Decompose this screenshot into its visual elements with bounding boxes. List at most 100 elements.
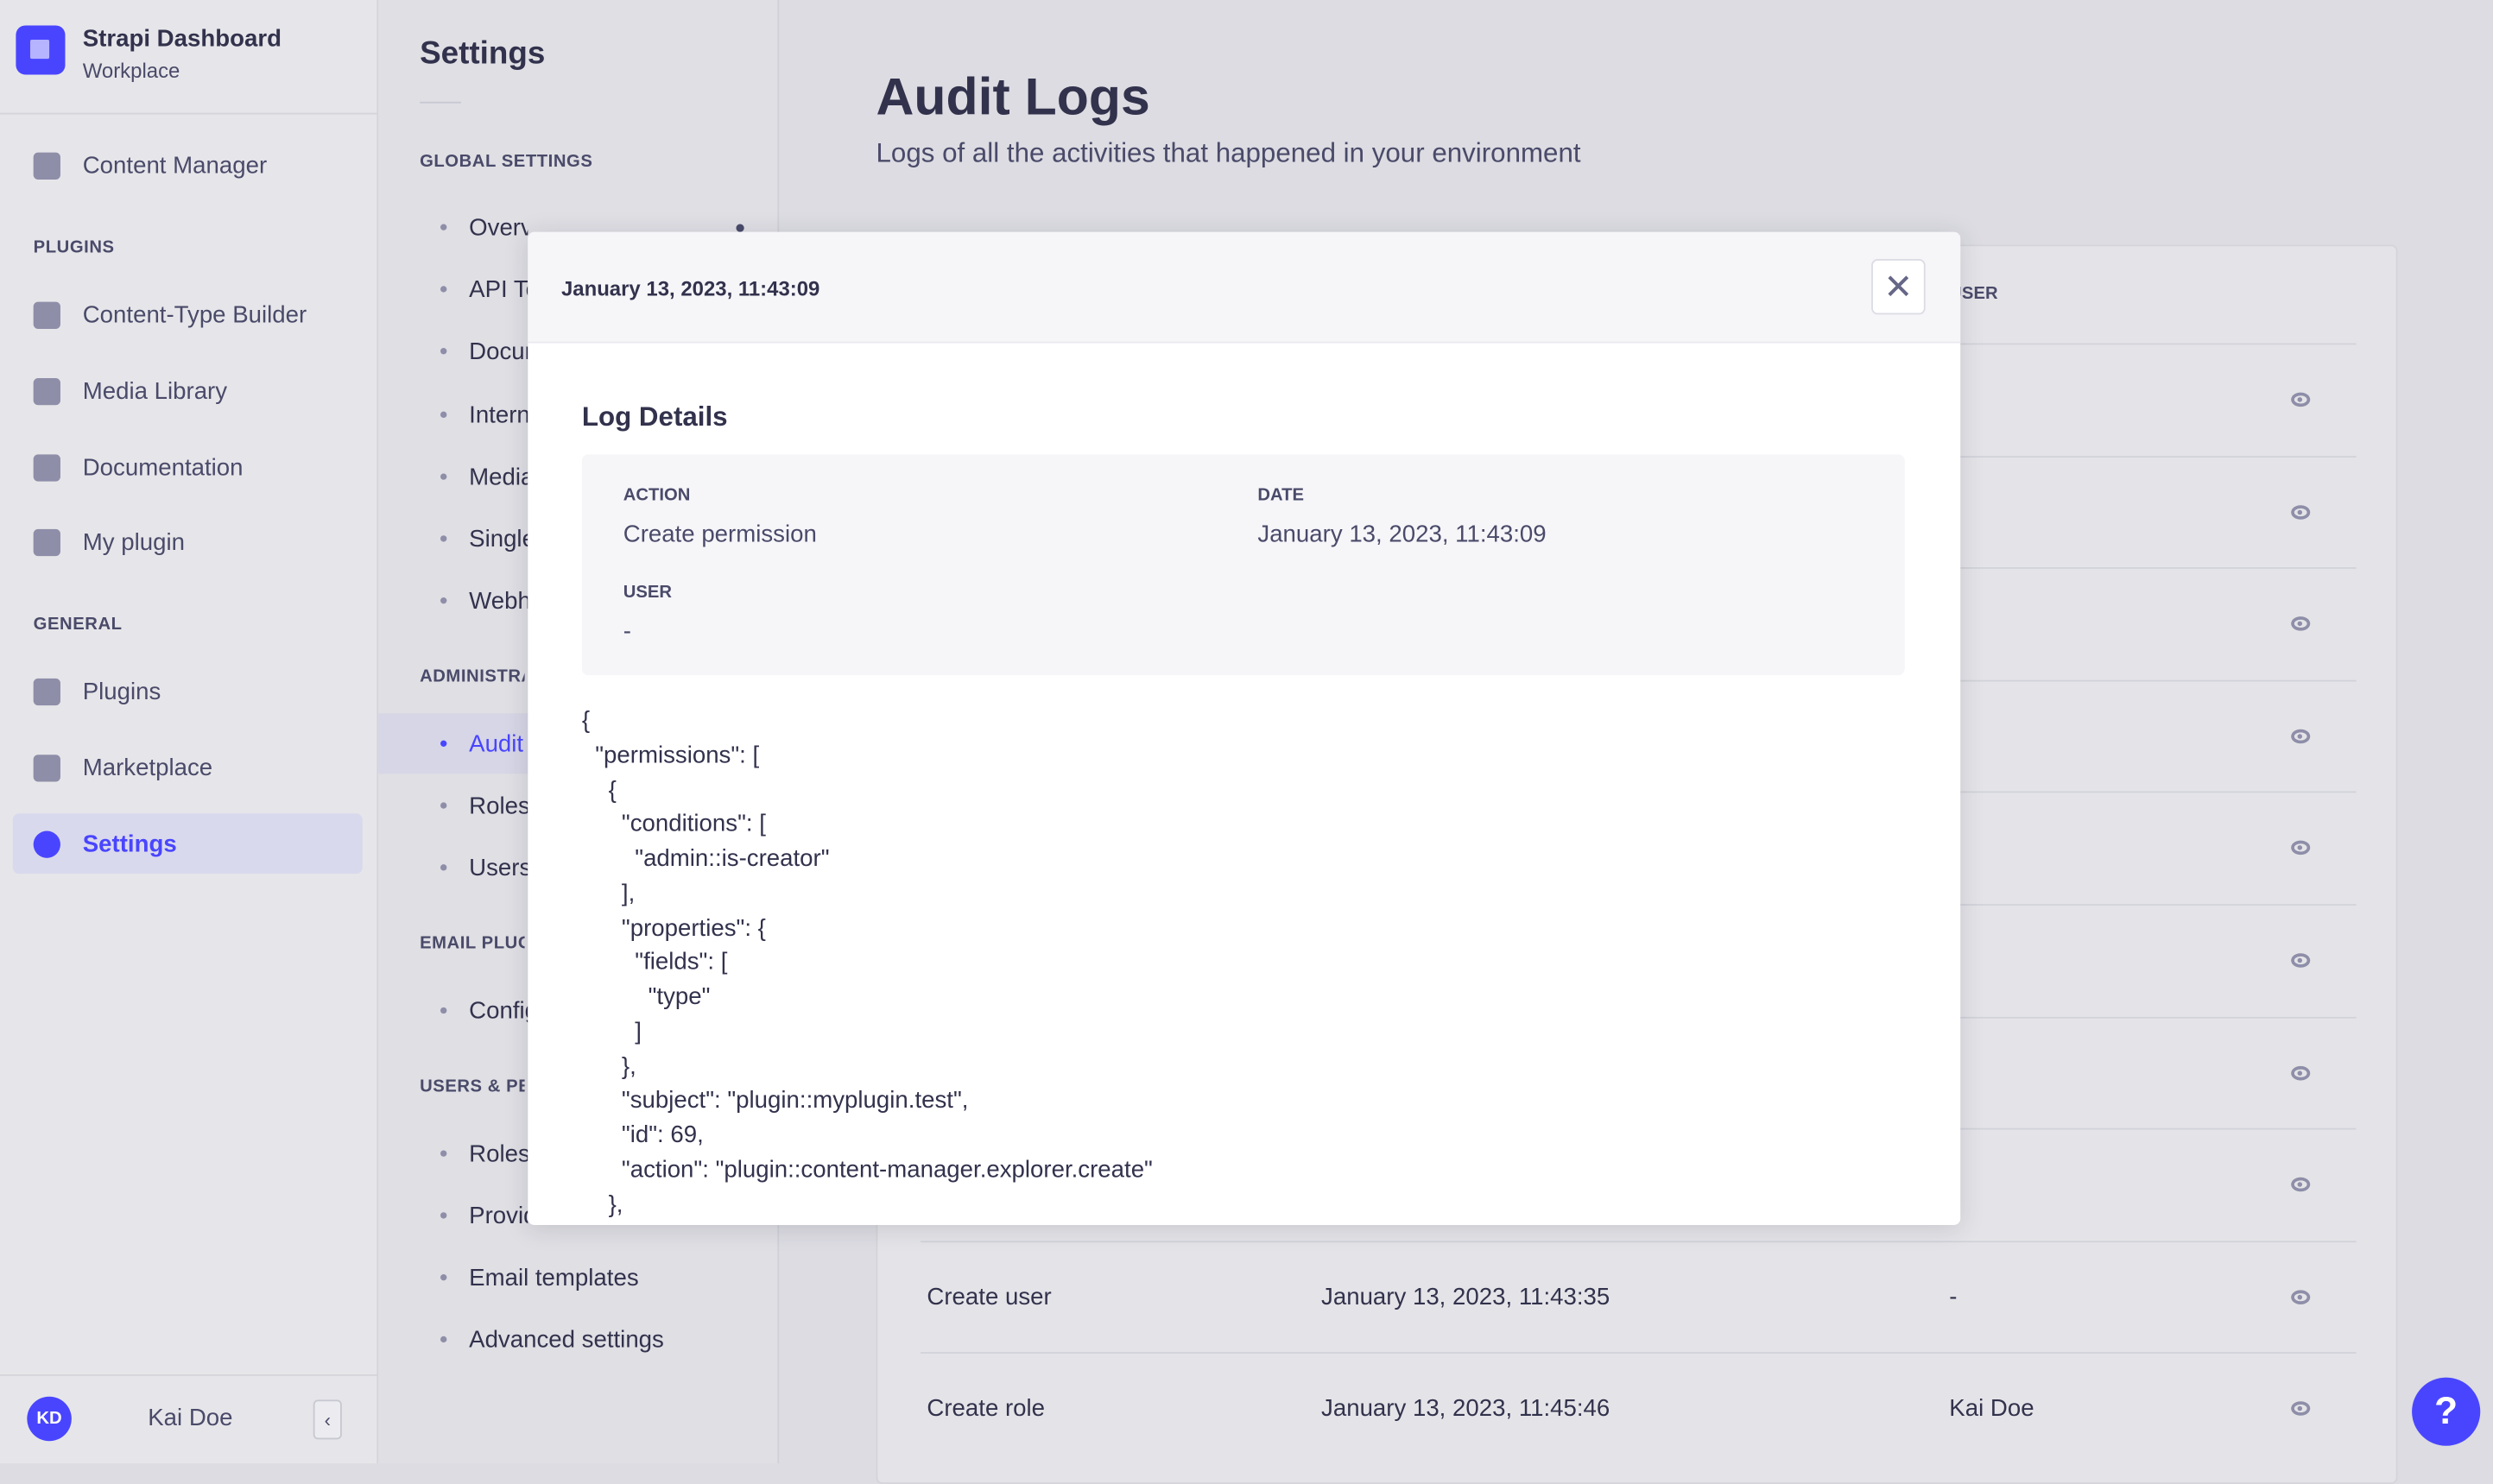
divider (420, 101, 461, 104)
eye-icon[interactable] (2291, 1290, 2311, 1304)
modal-header: January 13, 2023, 11:43:09 ✕ (528, 231, 1961, 344)
settings-section-label: USERS & PERMISSIONS PLUGIN (420, 1077, 525, 1096)
settings-item[interactable]: Roles (378, 775, 779, 836)
settings-item[interactable]: Webhooks (378, 571, 779, 631)
nav-item-plugins[interactable]: Plugins (13, 661, 363, 722)
json-line: "properties": { (581, 914, 766, 942)
eye-icon[interactable] (2291, 729, 2311, 743)
settings-item[interactable]: Roles (378, 1123, 779, 1184)
settings-item[interactable]: Single Sign-On (378, 508, 779, 569)
user-label: USER (623, 583, 673, 603)
collapse-nav-button[interactable]: ‹ (313, 1399, 342, 1440)
nav-item-documentation[interactable]: Documentation (13, 437, 363, 497)
page-title: Audit Logs (876, 66, 1150, 126)
nav-item-label: Marketplace (82, 754, 213, 781)
cell-user: Kai Doe (1949, 1395, 2034, 1423)
json-line: "subject": "plugin::myplugin.test", (581, 1087, 969, 1115)
cell-date: January 13, 2023, 11:45:46 (1321, 1395, 1610, 1423)
eye-icon[interactable] (2291, 616, 2311, 631)
eye-icon[interactable] (2291, 1178, 2311, 1192)
eye-icon[interactable] (2291, 1401, 2311, 1417)
nav-item-content-manager[interactable]: Content Manager (13, 135, 363, 195)
settings-item[interactable]: API Tokens (378, 259, 779, 319)
settings-section-label: ADMINISTRATION PANEL (420, 666, 525, 687)
strapi-logo (16, 25, 66, 75)
page-subtitle: Logs of all the activities that happened… (876, 138, 1581, 169)
nav-item-label: Settings (82, 830, 177, 857)
nav-item-content-type-builder[interactable]: Content-Type Builder (13, 284, 363, 344)
settings-item-label: Audit Logs (469, 729, 528, 757)
main-nav: Strapi Dashboard Workplace Content Manag… (0, 0, 379, 1464)
settings-item-label: Roles (469, 1140, 528, 1167)
table-row[interactable]: Create user January 13, 2023, 11:43:35 - (921, 1240, 2357, 1353)
image-icon (33, 377, 60, 405)
settings-item[interactable]: Email templates (378, 1247, 779, 1308)
close-button[interactable]: ✕ (1871, 258, 1926, 315)
json-line: "permissions": [ (581, 742, 760, 769)
user-name[interactable]: Kai Doe (148, 1404, 233, 1432)
settings-item[interactable]: Documentation (378, 321, 779, 382)
cart-icon (33, 754, 60, 781)
json-line: "action": "plugin::content-manager.explo… (581, 1156, 1153, 1184)
cell-date: January 13, 2023, 11:43:35 (1321, 1283, 1610, 1310)
settings-item-label: Internationalization (469, 401, 528, 428)
settings-item[interactable]: Media Library (378, 446, 779, 507)
nav-item-label: Documentation (82, 453, 244, 481)
action-value: Create permission (623, 521, 817, 548)
nav-item-label: Content Manager (82, 151, 268, 180)
settings-item-label: Documentation (469, 338, 528, 365)
nav-item-label: Media Library (82, 377, 228, 405)
settings-item-label: Configuration (469, 996, 528, 1025)
settings-title: Settings (420, 36, 546, 72)
settings-item-label: Users (469, 854, 528, 881)
json-line: "conditions": [ (581, 811, 766, 838)
nav-item-label: Plugins (82, 677, 161, 705)
nav-item-settings[interactable]: Settings (12, 813, 363, 875)
log-details-heading: Log Details (581, 401, 728, 433)
eye-icon[interactable] (2291, 392, 2311, 407)
eye-icon[interactable] (2291, 953, 2311, 968)
settings-item-label: Email templates (469, 1264, 639, 1291)
nav-item-marketplace[interactable]: Marketplace (13, 737, 363, 798)
help-button[interactable]: ? (2412, 1377, 2481, 1446)
settings-item[interactable]: Overview (378, 197, 779, 257)
settings-item[interactable]: Configuration (378, 981, 779, 1041)
eye-icon[interactable] (2291, 841, 2311, 856)
nav-section-plugins: PLUGINS (33, 238, 115, 258)
avatar[interactable]: KD (27, 1396, 72, 1442)
nav-item-my-plugin[interactable]: My plugin (13, 512, 363, 572)
brand-title: Strapi Dashboard (82, 25, 282, 53)
nav-item-label: My plugin (82, 527, 185, 556)
brand-subtitle: Workplace (82, 59, 180, 83)
column-header-user[interactable]: USER (1949, 284, 1998, 304)
date-value: January 13, 2023, 11:43:09 (1257, 521, 1547, 548)
settings-item-label: Overview (469, 213, 528, 241)
settings-item[interactable]: Advanced settings (378, 1309, 779, 1369)
nav-item-media-library[interactable]: Media Library (13, 361, 363, 421)
table-row[interactable]: Create role January 13, 2023, 11:45:46 Kai… (921, 1352, 2357, 1465)
settings-item[interactable]: Users (378, 837, 779, 898)
settings-item-label: Advanced settings (469, 1325, 664, 1354)
date-label: DATE (1257, 486, 1305, 506)
settings-item-label: Media Library (469, 463, 528, 490)
settings-section-label: GLOBAL SETTINGS (420, 152, 593, 172)
settings-item[interactable]: Providers (378, 1185, 779, 1246)
eye-icon[interactable] (2291, 1065, 2311, 1080)
log-payload-json: { "permissions": [ { "conditions": [ "ad… (582, 704, 1153, 1222)
settings-item-label: Webhooks (469, 587, 528, 615)
layout-icon (33, 300, 60, 329)
action-label: ACTION (623, 486, 691, 506)
json-line: "type" (581, 983, 711, 1011)
puzzle-icon (33, 677, 60, 705)
divider (0, 1373, 379, 1376)
feather-icon (33, 151, 60, 180)
divider (0, 112, 379, 115)
modal-title: January 13, 2023, 11:43:09 (560, 276, 820, 300)
json-line: ] (581, 1018, 642, 1045)
info-icon (33, 453, 60, 481)
json-line: "fields": [ (581, 949, 728, 976)
json-line: { (581, 706, 591, 735)
eye-icon[interactable] (2291, 504, 2311, 520)
settings-item[interactable]: Internationalization (378, 384, 779, 445)
